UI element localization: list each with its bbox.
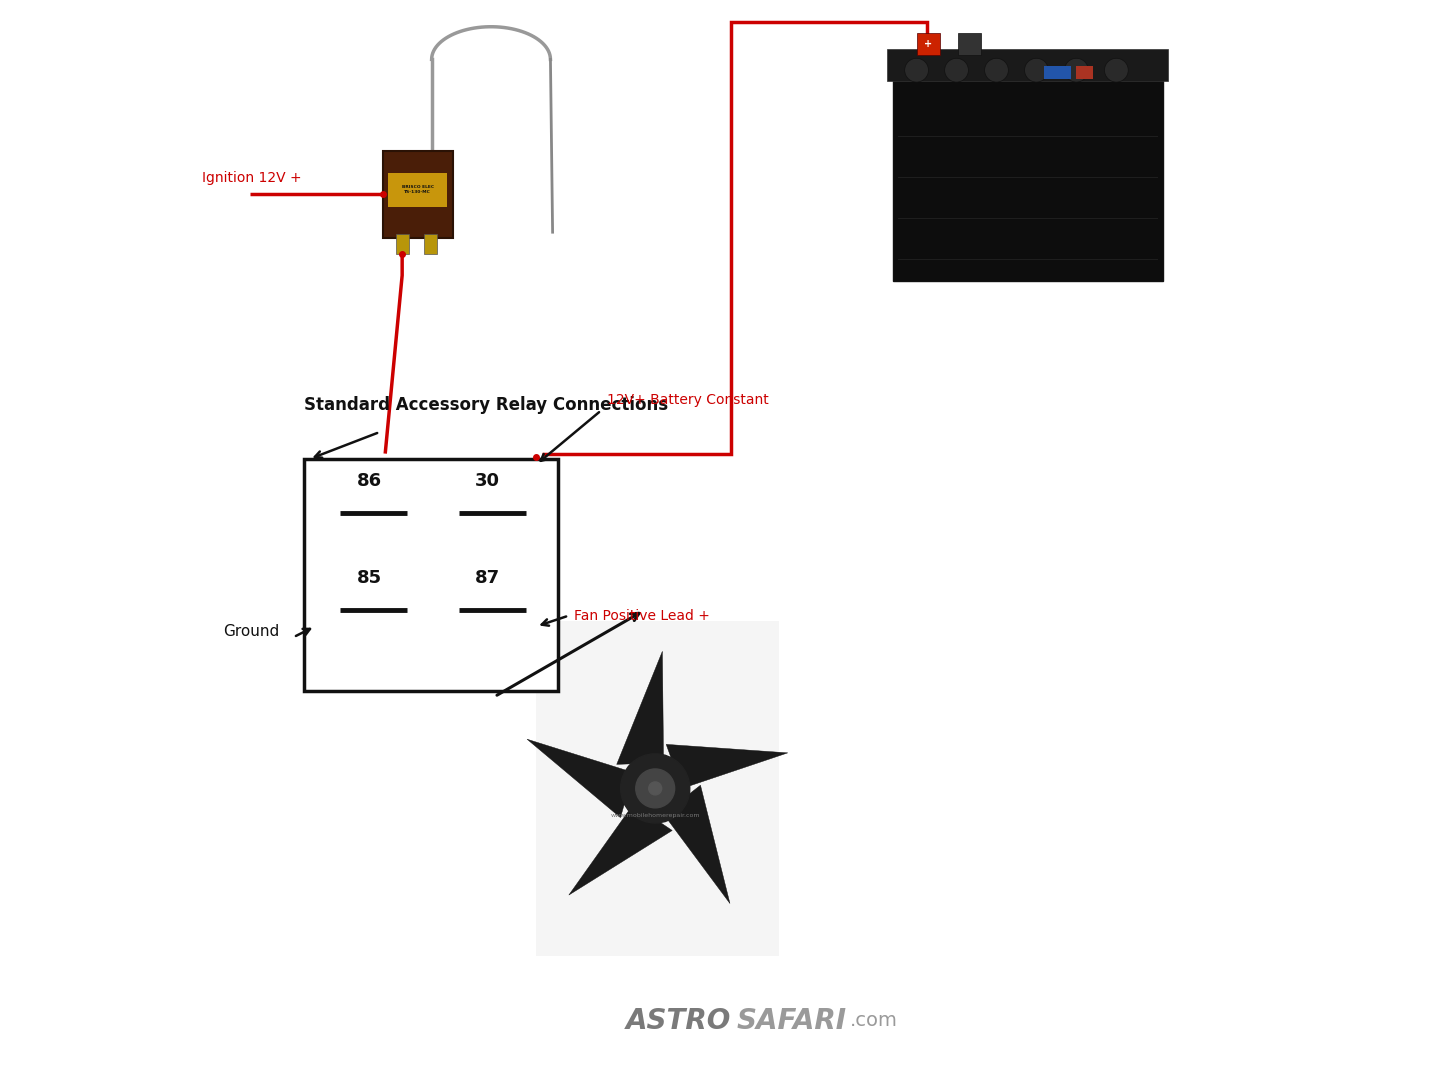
Text: 87: 87 — [475, 569, 500, 586]
Bar — [389, 173, 446, 207]
Polygon shape — [664, 785, 730, 904]
Circle shape — [1104, 58, 1129, 82]
Bar — [396, 234, 409, 254]
Text: BRISCO ELEC
TS-130-MC: BRISCO ELEC TS-130-MC — [402, 186, 433, 194]
Circle shape — [1064, 58, 1089, 82]
Circle shape — [621, 754, 690, 823]
Text: 86: 86 — [357, 472, 382, 489]
Bar — [1077, 66, 1093, 79]
Text: 85: 85 — [357, 569, 382, 586]
Text: SAFARI: SAFARI — [736, 1007, 847, 1035]
Polygon shape — [616, 651, 664, 765]
Circle shape — [945, 58, 969, 82]
Circle shape — [985, 58, 1008, 82]
Text: ASTRO: ASTRO — [625, 1007, 730, 1035]
Text: 12V+ Battery Constant: 12V+ Battery Constant — [606, 393, 769, 406]
Text: Fan Positive Lead +: Fan Positive Lead + — [575, 609, 710, 622]
Bar — [423, 234, 436, 254]
Bar — [383, 151, 452, 238]
Text: Ground: Ground — [223, 624, 279, 639]
Text: +: + — [924, 39, 933, 50]
Bar — [304, 459, 559, 691]
Bar — [893, 81, 1164, 281]
Text: Ignition 12V +: Ignition 12V + — [202, 172, 301, 185]
Polygon shape — [667, 744, 788, 788]
Bar — [887, 49, 1168, 81]
Polygon shape — [527, 739, 634, 818]
Circle shape — [648, 782, 662, 795]
Circle shape — [636, 769, 675, 808]
Bar — [537, 621, 779, 956]
Bar — [958, 33, 982, 55]
Text: .com: .com — [850, 1011, 897, 1030]
Bar — [1044, 66, 1071, 79]
Circle shape — [904, 58, 929, 82]
Polygon shape — [569, 805, 672, 895]
Bar — [917, 33, 940, 55]
Text: Standard Accessory Relay Connections: Standard Accessory Relay Connections — [304, 396, 668, 414]
Circle shape — [1025, 58, 1048, 82]
Text: www.mobilehomerepair.com: www.mobilehomerepair.com — [611, 813, 700, 818]
Text: 30: 30 — [475, 472, 500, 489]
